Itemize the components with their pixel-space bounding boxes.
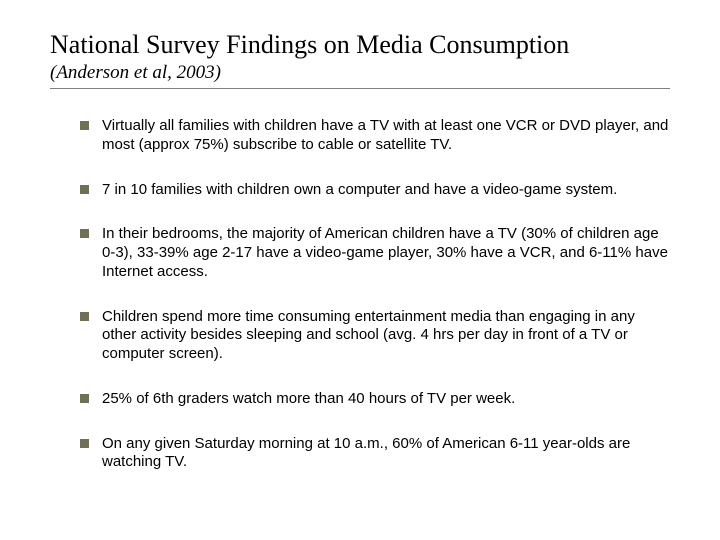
- slide-subtitle: (Anderson et al, 2003): [50, 62, 670, 84]
- bullet-item: Children spend more time consuming enter…: [80, 308, 670, 364]
- bullet-item: 25% of 6th graders watch more than 40 ho…: [80, 390, 670, 409]
- bullet-list: Virtually all families with children hav…: [50, 117, 670, 472]
- bullet-item: Virtually all families with children hav…: [80, 117, 670, 155]
- slide-container: National Survey Findings on Media Consum…: [0, 0, 720, 540]
- bullet-item: In their bedrooms, the majority of Ameri…: [80, 225, 670, 281]
- title-underline-rule: [50, 88, 670, 89]
- bullet-item: 7 in 10 families with children own a com…: [80, 181, 670, 200]
- slide-title: National Survey Findings on Media Consum…: [50, 30, 670, 60]
- bullet-item: On any given Saturday morning at 10 a.m.…: [80, 435, 670, 473]
